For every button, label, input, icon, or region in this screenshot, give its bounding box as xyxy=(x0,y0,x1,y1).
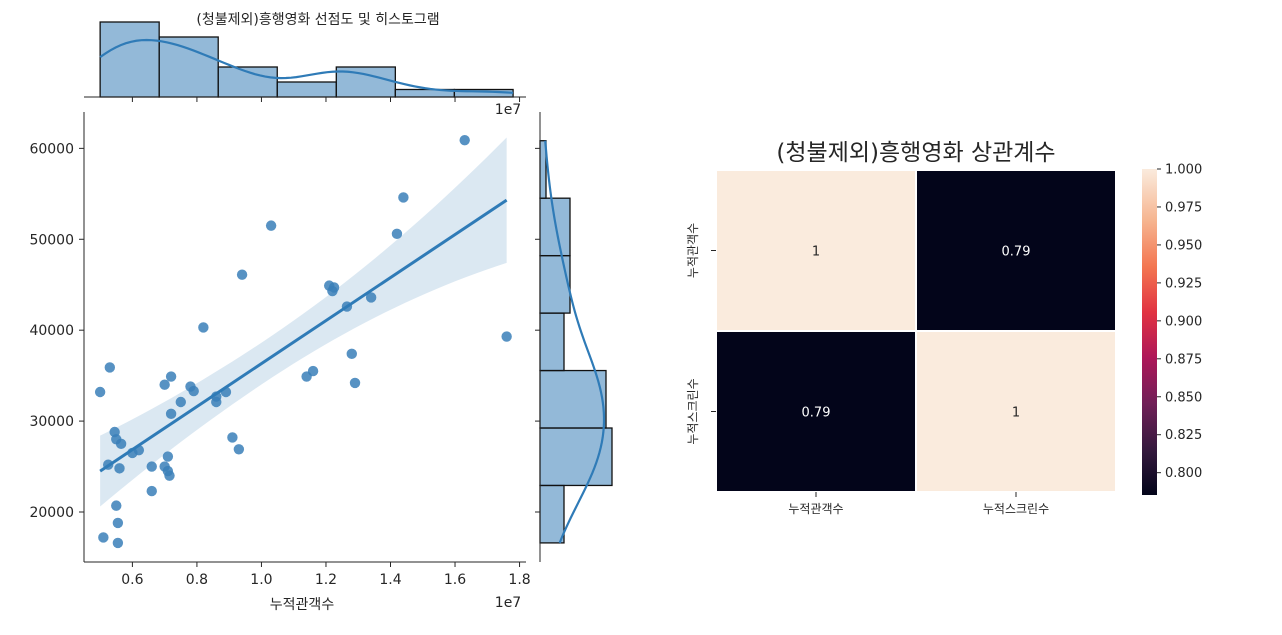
marginal-x-bar xyxy=(99,21,160,98)
scatter-point xyxy=(398,192,409,203)
heatmap-cell xyxy=(915,330,1117,493)
heatmap-cell xyxy=(715,169,917,332)
scatter-point xyxy=(346,348,357,360)
scatter-point xyxy=(165,371,177,382)
scatter-point xyxy=(114,463,125,474)
scatter-point xyxy=(227,432,238,443)
y-tick-label: 50000 xyxy=(29,232,74,248)
joint-plot: (청불제외)흥행영화 선점도 및 히스토그램 0.6 0.8 1.0 1.2 1.4 1.… xyxy=(29,12,613,613)
marginal-y-bar xyxy=(539,254,571,314)
heatmap-col-label: 누적관객수 xyxy=(788,502,843,516)
scatter-point xyxy=(112,537,124,549)
x-axis-offset-label: 1e7 xyxy=(495,595,521,611)
scatter-point xyxy=(165,408,177,420)
scatter-point xyxy=(112,517,124,529)
scatter-point xyxy=(146,485,157,497)
marginal-y-bar xyxy=(539,427,613,487)
marginal-y-bar xyxy=(539,484,565,544)
scatter-point xyxy=(98,532,109,543)
scatter-point xyxy=(236,269,248,280)
colorbar-tick-label: 0.825 xyxy=(1165,428,1202,443)
marginal-y-kde-curve xyxy=(544,140,606,544)
scatter-point xyxy=(175,396,186,408)
scatter-point xyxy=(307,365,319,377)
colorbar-tick-label: 0.900 xyxy=(1165,314,1202,329)
y-tick-label: 40000 xyxy=(29,323,74,339)
scatter-point xyxy=(501,331,512,342)
x-tick-label: 1.2 xyxy=(315,572,337,588)
marginal-x-bar xyxy=(276,81,337,98)
scatter-point xyxy=(459,134,470,146)
colorbar-tick-label: 0.975 xyxy=(1165,200,1202,215)
scatter-point xyxy=(211,396,222,408)
x-tick-label: 0.8 xyxy=(186,572,208,588)
marginal-y-histogram xyxy=(535,112,613,562)
heatmap-cell xyxy=(715,330,917,493)
x-tick-label: 1.0 xyxy=(250,572,272,588)
marginal-y-bar xyxy=(539,197,571,257)
y-tick-label: 60000 xyxy=(29,141,74,157)
marginal-x-bar xyxy=(158,36,219,98)
y-tick-label: 30000 xyxy=(29,414,74,430)
marginal-y-bar xyxy=(539,312,565,372)
regression-line xyxy=(99,198,508,473)
scatter-point xyxy=(328,282,340,293)
heatmap-cell xyxy=(915,169,1117,332)
heatmap-cell-annotation: 1 xyxy=(812,245,820,260)
heatmap-cell-annotation: 0.79 xyxy=(802,406,831,421)
correlation-heatmap: (청불제외)흥행영화 상관계수 1 0.790.79 1 누적관객수 누적스크린수누적… xyxy=(686,140,1202,516)
heatmap-row-label: 누적스크린수 xyxy=(686,378,700,444)
scatter-point xyxy=(391,228,403,240)
colorbar-tick-label: 0.850 xyxy=(1165,390,1202,405)
marginal-y-bar xyxy=(539,369,607,429)
heatmap-title: (청불제외)흥행영화 상관계수 xyxy=(776,140,1055,166)
regression-confidence-band xyxy=(100,137,507,507)
scatter-point xyxy=(104,362,116,373)
marginal-x-offset-label: 1e7 xyxy=(495,102,521,118)
colorbar-tick-label: 0.925 xyxy=(1165,276,1202,291)
heatmap-cells: 1 0.79 0.79 1 xyxy=(715,169,1117,493)
y-tick-label: 20000 xyxy=(29,505,74,521)
x-tick-label: 0.6 xyxy=(121,572,143,588)
scatter-point xyxy=(146,461,157,472)
scatter-point xyxy=(111,500,122,511)
scatter-point xyxy=(233,444,245,455)
scatter-point xyxy=(164,470,175,481)
x-tick-label: 1.6 xyxy=(444,572,466,588)
colorbar-tick-label: 1.000 xyxy=(1165,163,1202,178)
x-tick-label: 1.4 xyxy=(379,572,401,588)
colorbar: 0.800 0.825 0.850 0.875 0.900 0.925 0.950 0.975… xyxy=(1142,163,1202,495)
marginal-x-kde-curve xyxy=(99,38,514,94)
scatter-point xyxy=(349,377,361,389)
colorbar-tick-label: 0.800 xyxy=(1165,466,1202,481)
joint-plot-title: (청불제외)흥행영화 선점도 및 히스토그램 xyxy=(196,12,439,28)
scatter-point xyxy=(198,322,209,333)
marginal-x-histogram xyxy=(84,21,526,102)
scatter-point xyxy=(162,451,174,462)
x-tick-label: 1.8 xyxy=(508,572,530,588)
scatter-point xyxy=(365,292,377,303)
heatmap-col-label: 누적스크린수 xyxy=(983,502,1049,516)
colorbar-tick-label: 0.875 xyxy=(1165,352,1202,367)
scatter-main-axes: 0.6 0.8 1.0 1.2 1.4 1.6 1.8 20000 30000 40000 5000… xyxy=(29,112,531,588)
colorbar-gradient xyxy=(1142,169,1157,495)
scatter-point xyxy=(188,385,199,397)
scatter-point xyxy=(265,220,277,231)
heatmap-cell-annotation: 1 xyxy=(1012,406,1020,421)
scatter-point xyxy=(159,379,170,390)
heatmap-row-label: 누적관객수 xyxy=(686,223,700,278)
colorbar-tick-label: 0.950 xyxy=(1165,238,1202,253)
scatter-point xyxy=(115,438,127,450)
scatter-point xyxy=(94,386,106,398)
heatmap-cell-annotation: 0.79 xyxy=(1002,245,1031,260)
x-axis-label: 누적관객수 xyxy=(270,597,335,613)
